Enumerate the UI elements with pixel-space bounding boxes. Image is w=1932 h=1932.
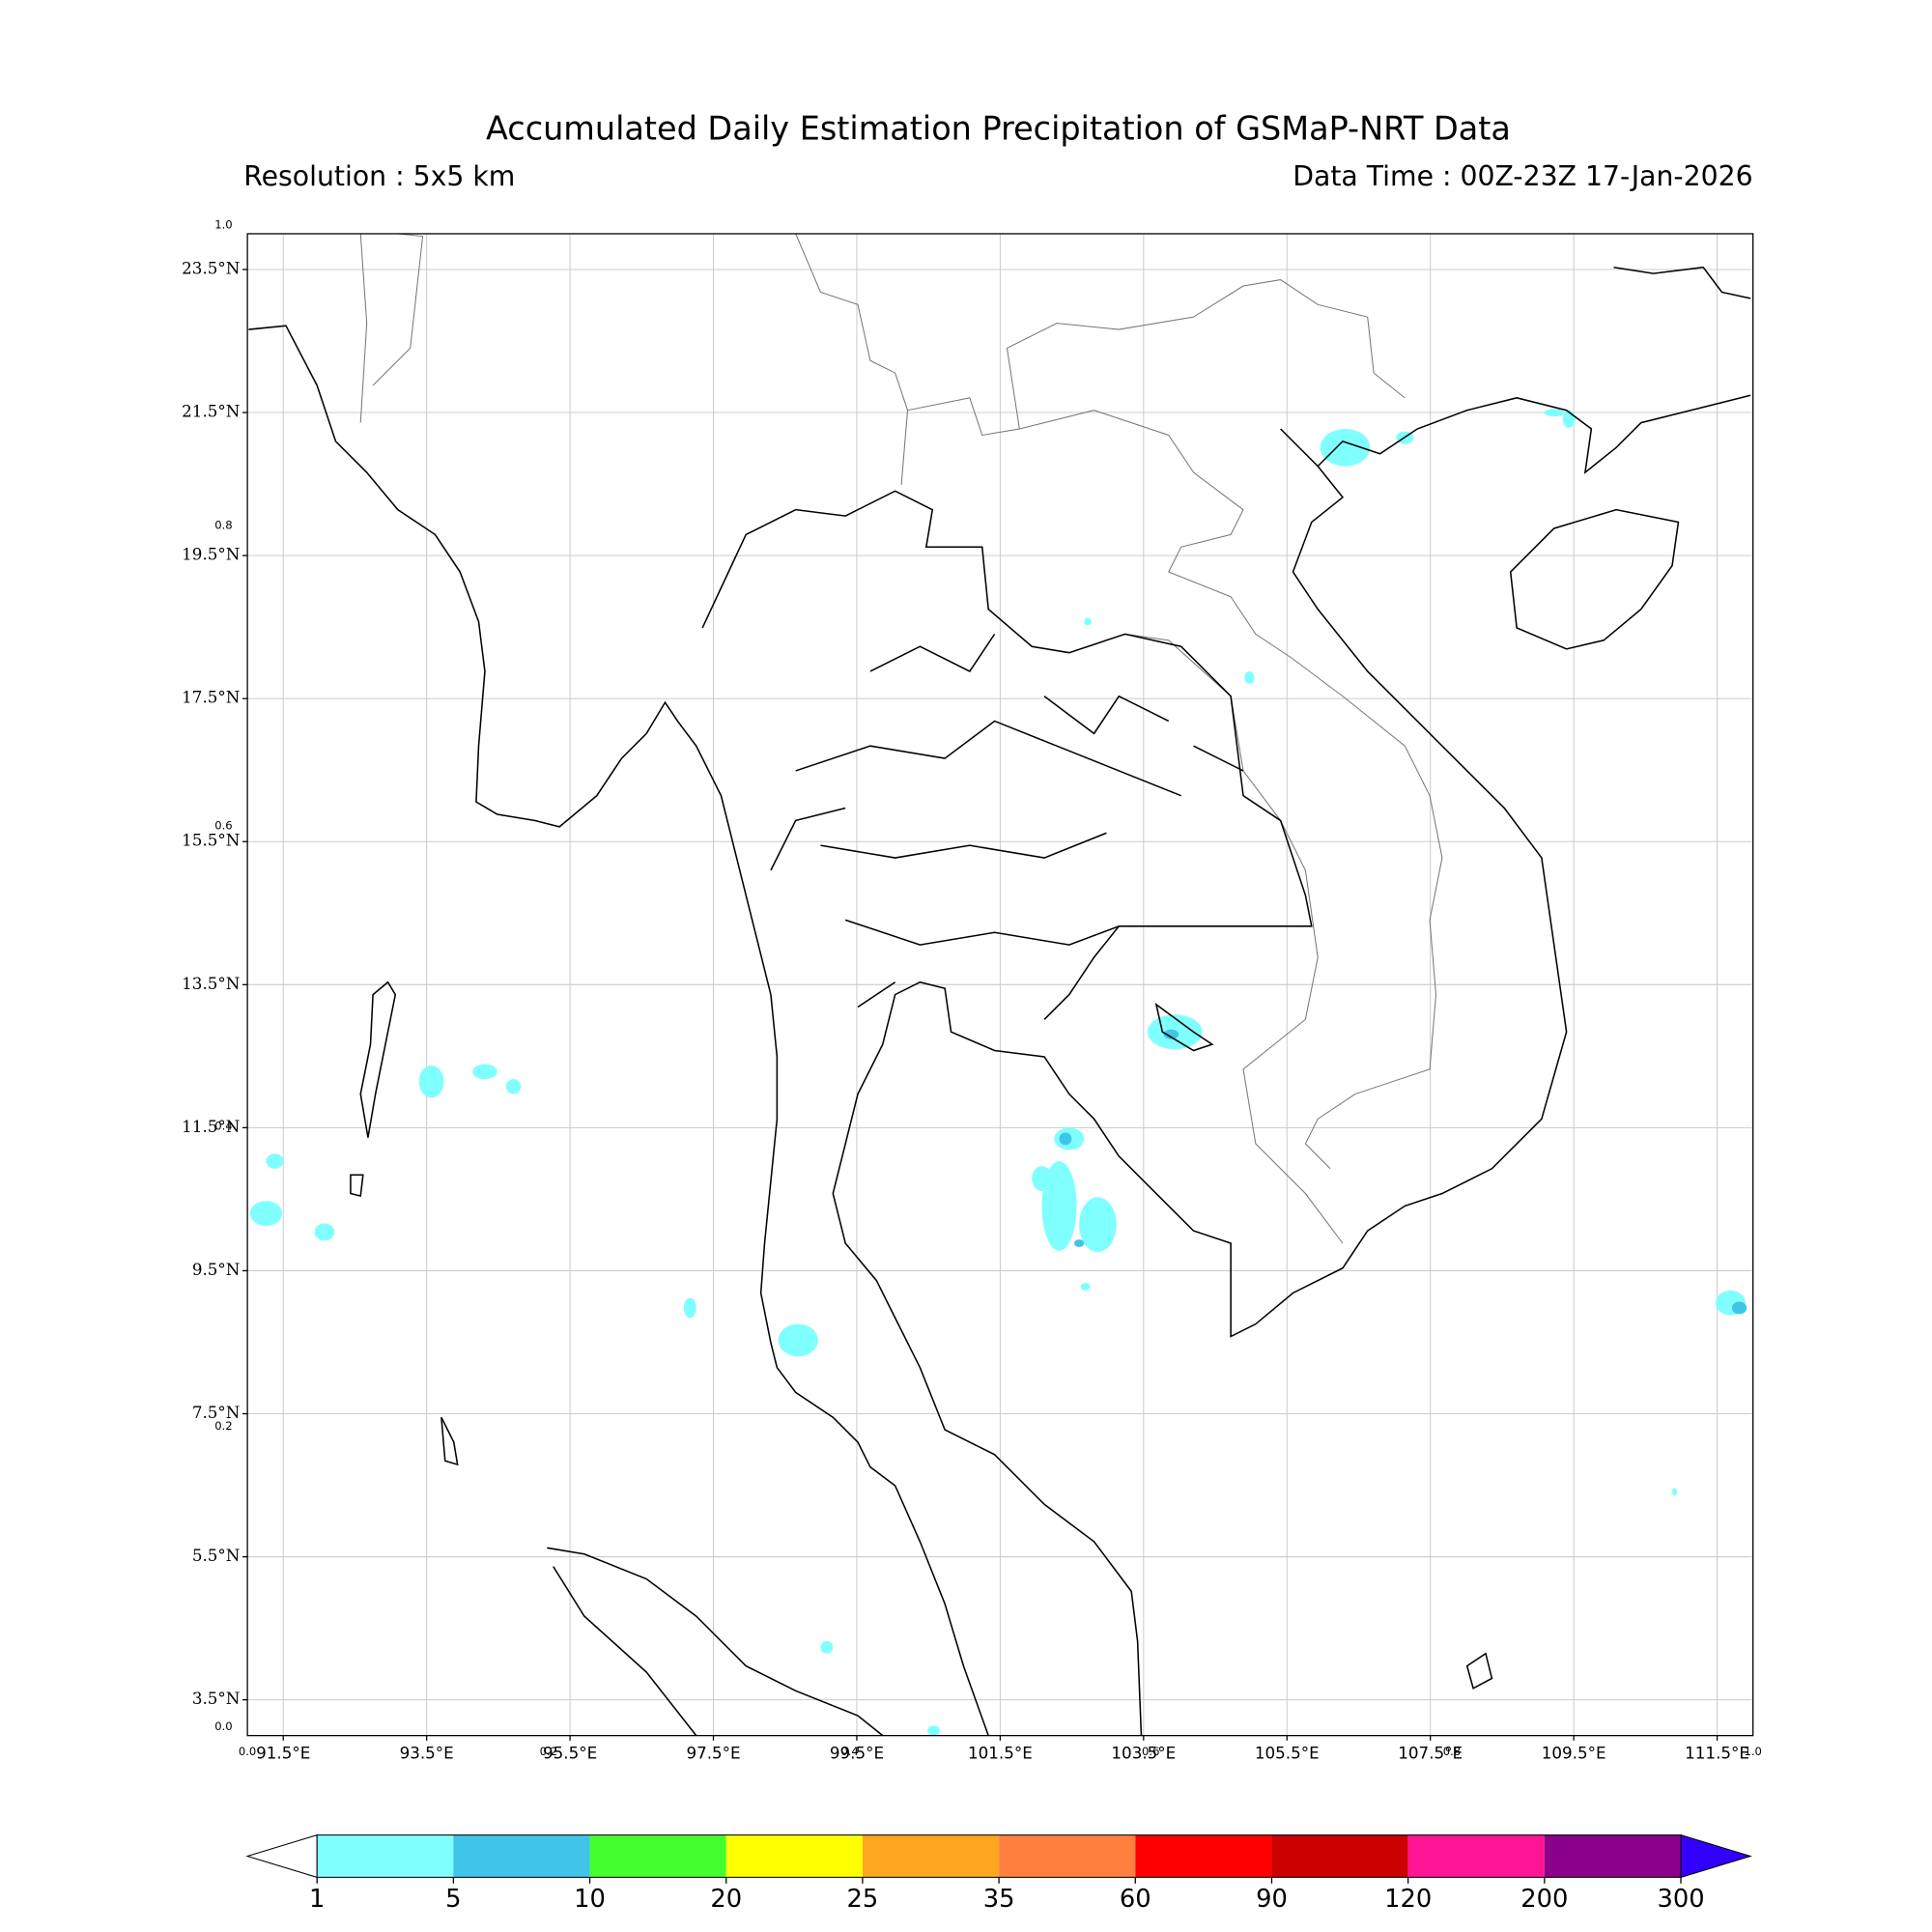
colorbar-segment (1407, 1834, 1545, 1878)
y-tick-label: 23.5°N (182, 258, 240, 277)
y-tick-label: 17.5°N (182, 688, 240, 707)
borders (359, 233, 1443, 1244)
colorbar-label: 300 (1657, 1885, 1704, 1914)
grid (247, 233, 1753, 1736)
x-tick-label: 105.5°E (1255, 1743, 1320, 1762)
y-tick-label: 15.5°N (182, 831, 240, 850)
x-tick-label: 107.5°E (1398, 1743, 1463, 1762)
axes: 91.5°E 93.5°E 95.5°E 97.5°E 99.5°E 101.5°E 103… (182, 217, 1762, 1762)
frame-y-tick-label: 1.0 (214, 217, 232, 231)
x-tick-label: 99.5°E (830, 1743, 884, 1762)
thailand-provinces (701, 490, 1313, 1020)
colorbar-segment (1135, 1834, 1272, 1878)
y-tick-label: 9.5°N (192, 1260, 241, 1279)
precipitation (249, 409, 1747, 1736)
colorbar-label: 60 (1120, 1885, 1151, 1914)
colorbar-segment (725, 1834, 863, 1878)
x-tick-label: 93.5°E (400, 1743, 454, 1762)
colorbar-label: 120 (1384, 1885, 1432, 1914)
colorbar-segment (1271, 1834, 1408, 1878)
colorbar-segment (453, 1834, 590, 1878)
colorbar-label: 200 (1520, 1885, 1568, 1914)
y-tick-label: 11.5°N (182, 1117, 240, 1136)
y-tick-label: 5.5°N (192, 1546, 241, 1565)
colorbar-segment (589, 1834, 726, 1878)
colorbar-segment (999, 1834, 1136, 1878)
frame-y-tick-label: 0.6 (214, 818, 232, 832)
colorbar-under (245, 1833, 318, 1879)
colorbar-label: 90 (1256, 1885, 1288, 1914)
y-tick-label: 21.5°N (182, 402, 240, 421)
frame-x-tick-label: 1.0 (1744, 1745, 1761, 1758)
colorbar: 1 5 10 20 25 35 60 90 120 200 300 (245, 1833, 1752, 1914)
coastlines (248, 266, 1751, 1737)
frame-y-tick-label: 0.0 (214, 1719, 232, 1733)
colorbar-segment (317, 1834, 454, 1878)
colorbar-over (1680, 1833, 1752, 1879)
y-tick-label: 7.5°N (192, 1403, 241, 1422)
x-tick-label: 97.5°E (686, 1743, 740, 1762)
subtitle-right: Data Time : 00Z-23Z 17-Jan-2026 (1293, 160, 1752, 192)
frame-y-tick-label: 0.4 (214, 1119, 232, 1132)
frame-x-tick-label: 0.0 (239, 1745, 256, 1758)
frame-x-tick-label: 0.4 (840, 1745, 858, 1758)
frame-y-tick-label: 0.2 (214, 1419, 232, 1433)
colorbar-segment (1544, 1834, 1682, 1878)
colorbar-label: 10 (574, 1885, 606, 1914)
frame-x-tick-label: 0.2 (540, 1745, 557, 1758)
colorbar-segment (862, 1834, 1000, 1878)
colorbar-label: 5 (445, 1885, 461, 1914)
colorbar-label: 35 (983, 1885, 1015, 1914)
x-tick-label: 109.5°E (1542, 1743, 1606, 1762)
x-tick-label: 95.5°E (543, 1743, 597, 1762)
x-tick-label: 91.5°E (256, 1743, 310, 1762)
frame-x-tick-label: 0.8 (1443, 1745, 1461, 1758)
y-tick-label: 19.5°N (182, 545, 240, 564)
x-tick-label: 101.5°E (968, 1743, 1033, 1762)
colorbar-label: 25 (847, 1885, 879, 1914)
frame-x-tick-label: 0.6 (1142, 1745, 1159, 1758)
y-tick-label: 3.5°N (192, 1689, 241, 1708)
title: Accumulated Daily Estimation Precipitati… (486, 110, 1511, 148)
colorbar-label: 1 (309, 1885, 325, 1914)
x-tick-label: 111.5°E (1685, 1743, 1749, 1762)
x-tick-label: 103.5°E (1111, 1743, 1176, 1762)
frame-y-tick-label: 0.8 (214, 518, 232, 531)
y-tick-label: 13.5°N (182, 974, 240, 993)
subtitle-left: Resolution : 5x5 km (243, 160, 515, 192)
colorbar-label: 20 (710, 1885, 742, 1914)
